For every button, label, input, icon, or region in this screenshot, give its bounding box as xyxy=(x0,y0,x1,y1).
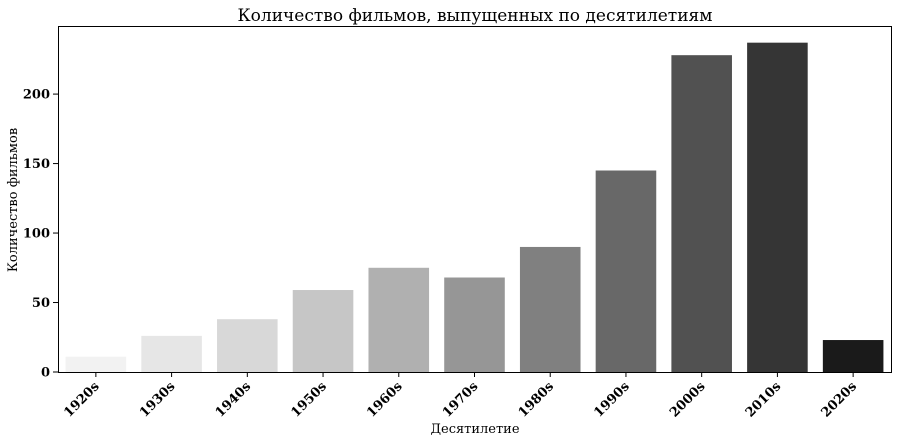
bar-2010s xyxy=(747,42,808,373)
y-tick-label: 100 xyxy=(23,227,50,242)
bar-2000s xyxy=(671,55,732,373)
bar-1950s xyxy=(292,290,354,372)
y-axis: 0 50 100 150 200 xyxy=(23,88,58,381)
y-tick-label: 0 xyxy=(41,366,50,381)
chart-title: Количество фильмов, выпущенных по десяти… xyxy=(238,6,713,26)
y-tick-label: 150 xyxy=(23,157,50,172)
x-tick-label: 1920s xyxy=(61,379,102,420)
x-tick-label: 1970s xyxy=(440,379,481,420)
bar-1940s xyxy=(217,319,278,372)
y-axis-label: Количество фильмов xyxy=(6,128,21,272)
x-tick-label: 1950s xyxy=(288,379,329,420)
x-tick-label: 1930s xyxy=(137,379,178,420)
bar-1990s xyxy=(595,170,657,372)
bar-1960s xyxy=(368,267,430,372)
bar-1930s xyxy=(141,335,202,372)
x-tick-label: 1980s xyxy=(516,379,557,420)
x-tick-label: 1990s xyxy=(591,379,632,420)
x-tick-label: 2010s xyxy=(743,379,784,420)
x-axis-label: Десятилетие xyxy=(430,422,519,437)
bar-1920s xyxy=(65,356,127,372)
x-tick-label: 1960s xyxy=(364,379,405,420)
x-tick-label: 2000s xyxy=(667,379,708,420)
bar-2020s xyxy=(822,340,884,372)
plot-frame xyxy=(58,26,892,373)
bars-group xyxy=(65,42,884,373)
bar-1970s xyxy=(444,277,505,372)
y-tick-label: 200 xyxy=(23,88,50,103)
x-tick-label: 2020s xyxy=(819,379,860,420)
x-axis: 1920s 1930s 1940s 1950s 1960s 1970s 1980s 1990s… xyxy=(61,372,860,421)
y-tick-label: 50 xyxy=(32,296,50,311)
x-tick-label: 1940s xyxy=(213,379,254,420)
bar-1980s xyxy=(519,246,581,372)
